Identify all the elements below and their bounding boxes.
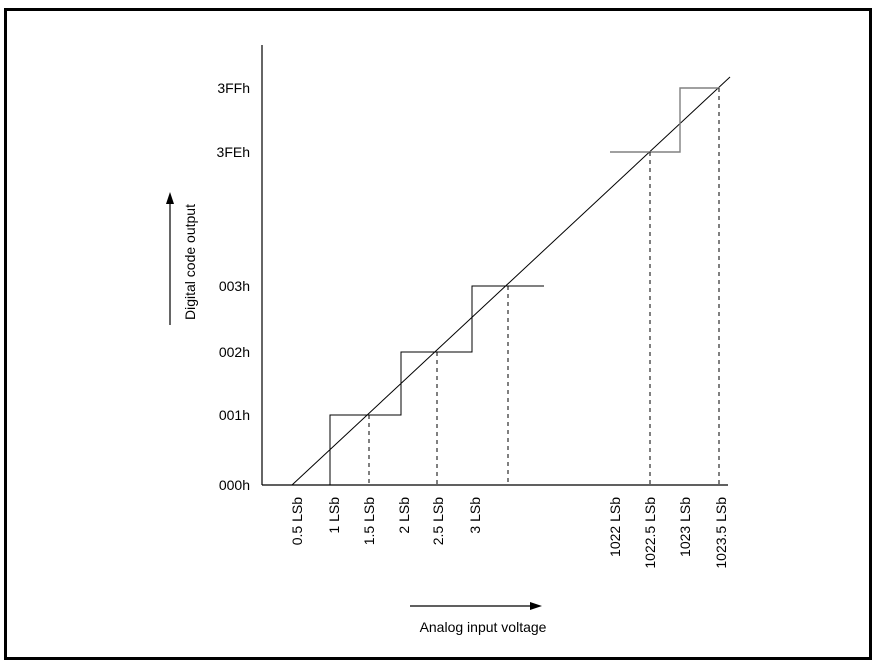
x-tick-1023: 1023 LSb [677,497,693,557]
y-tick-3FFh: 3FFh [217,80,250,96]
x-tick-3: 3 LSb [467,497,483,534]
x-tick-0-5: 0.5 LSb [289,497,305,545]
y-tick-3FEh: 3FEh [217,144,250,160]
x-tick-1022-5: 1022.5 LSb [642,497,658,569]
y-tick-000h: 000h [219,477,250,493]
x-tick-labels: 0.5 LSb 1 LSb 1.5 LSb 2 LSb 2.5 LSb 3 LS… [289,497,729,569]
lower-staircase [329,285,544,485]
x-tick-1022: 1022 LSb [607,497,623,557]
x-tick-2-5: 2.5 LSb [430,497,446,545]
x-tick-1: 1 LSb [326,497,342,534]
upper-staircase [610,87,719,153]
y-direction-arrow-head [166,192,174,204]
dashed-guides [368,88,720,485]
y-tick-labels: 000h 001h 002h 003h 3FEh 3FFh [217,80,250,493]
y-tick-003h: 003h [219,278,250,294]
ideal-transfer-line [291,76,731,486]
diagram-frame [4,8,872,660]
x-axis-title: Analog input voltage [420,619,547,635]
x-tick-1-5: 1.5 LSb [361,497,377,545]
y-tick-002h: 002h [219,344,250,360]
x-tick-2: 2 LSb [396,497,412,534]
y-tick-001h: 001h [219,407,250,423]
x-tick-1023-5: 1023.5 LSb [713,497,729,569]
x-direction-arrow-head [530,602,542,610]
y-axis-title: Digital code output [182,204,198,320]
